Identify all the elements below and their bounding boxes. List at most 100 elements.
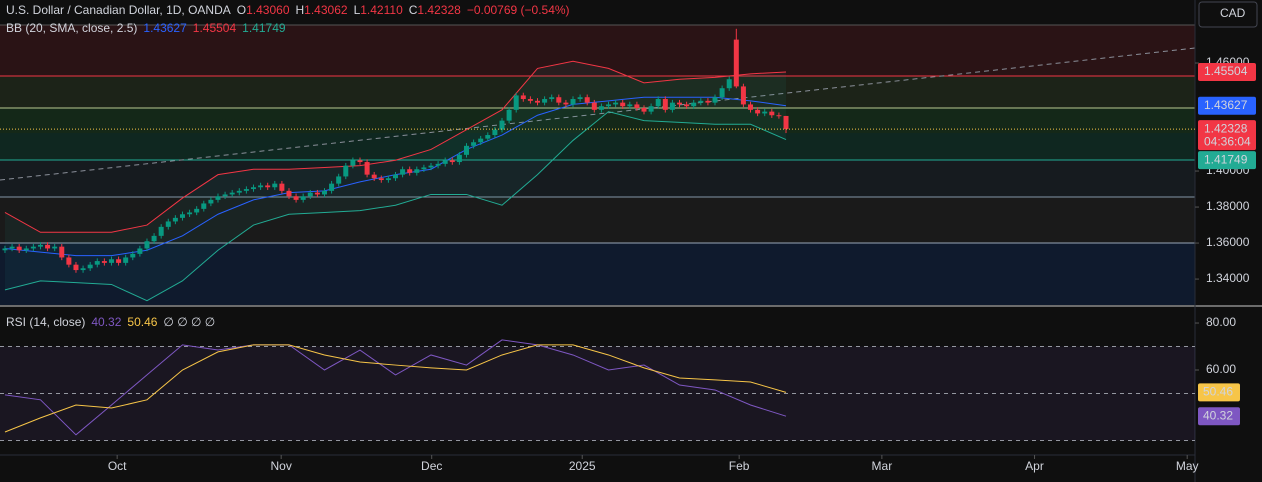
candle-body [527,99,533,101]
candle-body [80,268,86,271]
candle-body [456,154,462,163]
candle-body [66,257,72,265]
candle-body [37,244,43,247]
zone [0,160,1195,197]
rsi-label: 50.46 [1203,385,1233,399]
candle-body [165,221,171,227]
zones [0,24,1196,305]
candle-body [442,160,448,164]
candle-body [549,97,555,100]
rsi-title: RSI (14, close) [6,315,85,329]
rsi-line [4,344,787,433]
y-tick-label: 1.38000 [1206,199,1250,213]
candle-body [677,102,683,105]
ohlc-label: C [409,3,418,17]
candle-body [364,162,370,175]
candle-body [350,160,356,166]
candle-body [94,261,100,265]
rsi-value: 40.32 [91,315,121,329]
price-label-box [1198,62,1256,81]
candle-body [229,192,235,195]
currency-button[interactable] [1198,1,1258,28]
candle-body [478,138,484,143]
price-label: 1.45504 [1204,64,1248,78]
candle-body [641,108,647,112]
candle-body [783,115,789,130]
bb-label: BB (20, SMA, close, 2.5) [6,21,137,35]
zone [0,243,1195,305]
candle-body [698,100,704,103]
candle-body [705,100,711,103]
candle-body [662,99,668,110]
candle-body [158,226,164,236]
x-tick-label: 2025 [569,459,596,473]
candle-body [378,178,384,181]
rsi-label-box [1198,383,1240,402]
y-tick-label: 1.34000 [1206,271,1250,285]
zone [0,133,1195,160]
candle-body [712,97,718,103]
candle-body [222,194,228,197]
candle-body [137,248,143,254]
candle-body [726,79,732,89]
candle-body [30,246,36,249]
candle-body [627,104,633,107]
candle-body [250,187,256,190]
bb-value: 1.43627 [143,21,187,35]
candle-body [187,212,193,215]
candle-body [258,185,264,188]
y-tick-label: 60.00 [1206,362,1236,376]
candle-body [634,104,640,109]
candle-body [357,160,363,163]
candle-body [236,190,242,193]
candle-body [286,190,292,197]
bb-legend: BB (20, SMA, close, 2.5) 1.43627 1.45504 1.… [6,21,286,35]
candle-body [300,196,306,200]
candle-body [201,203,207,209]
bb-value: 1.41749 [242,21,286,35]
candle-body [123,257,129,263]
candle-body [620,102,626,107]
candle-body [307,192,313,197]
x-tick-label: Feb [729,459,750,473]
ohlc-label: O [237,3,246,17]
candle-body [584,97,590,103]
ohlc-value: 1.43060 [246,3,290,17]
zone [0,76,1195,108]
candle-body [272,183,278,188]
candle-body [371,174,377,179]
candle-body [329,183,335,191]
x-tick-label: Nov [271,459,292,473]
candle-body [769,111,775,116]
candle-body [9,246,15,249]
candle-body [733,39,739,87]
title: U.S. Dollar / Canadian Dollar, 1D, OANDA [6,3,231,17]
candle-body [243,189,249,191]
candle-body [748,104,754,110]
candle-body [755,109,761,114]
candle-body [407,169,413,173]
candle-body [669,102,675,110]
candle-body [435,163,441,166]
candle-body [194,208,200,213]
candle-body [535,100,541,103]
candle-body [499,120,505,130]
ohlc-value: 1.43062 [304,3,348,17]
ohlc-value: 1.42328 [417,3,461,17]
candle-body [45,244,51,249]
candle-body [279,183,285,191]
band-line [4,60,787,233]
candle-body [598,106,604,110]
candle-body [449,160,455,163]
rsi-value: 50.46 [127,315,157,329]
price-label-box [1198,96,1256,115]
price-label-box [1198,151,1256,170]
countdown: 04:36:04 [1204,134,1251,148]
currency[interactable]: CAD [1220,6,1246,20]
candle-body [542,99,548,103]
candle-body [421,167,427,170]
candle-body [684,104,690,107]
candle-body [130,253,136,258]
